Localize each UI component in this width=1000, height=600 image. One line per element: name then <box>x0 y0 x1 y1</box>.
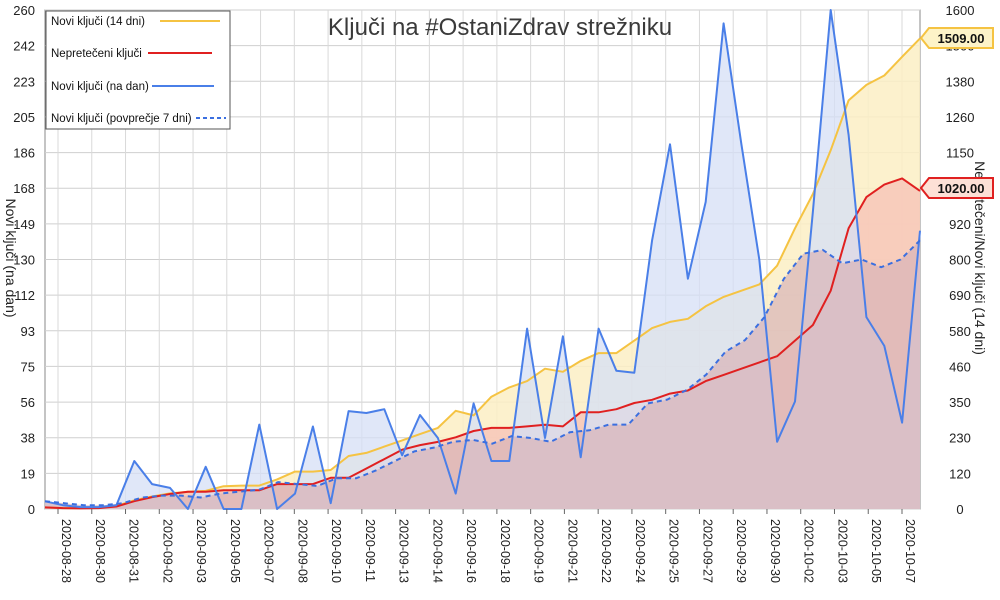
right-tick-label: 350 <box>949 395 971 410</box>
x-tick-label: 2020-09-27 <box>700 519 714 583</box>
right-tick-label: 230 <box>949 431 971 446</box>
right-tick-label: 120 <box>949 466 971 481</box>
x-tick-label: 2020-09-10 <box>329 519 343 583</box>
right-tick-label: 690 <box>949 288 971 303</box>
left-tick-label: 205 <box>13 110 35 125</box>
x-tick-label: 2020-09-13 <box>397 519 411 583</box>
legend-label-daily: Novi ključi (na dan) <box>51 81 149 93</box>
legend-label-unexpired: Nepretečeni ključi <box>51 48 142 60</box>
x-tick-label: 2020-09-05 <box>228 519 242 583</box>
legend-label-avg7: Novi ključi (povprečje 7 dni) <box>51 113 192 125</box>
left-tick-label: 112 <box>14 288 35 303</box>
right-tick-label: 1150 <box>946 146 974 161</box>
x-tick-label: 2020-09-16 <box>464 519 478 583</box>
right-tick-label: 580 <box>949 324 971 339</box>
left-tick-label: 130 <box>13 253 35 268</box>
series-line-3 <box>44 239 921 507</box>
left-tick-label: 75 <box>21 359 35 374</box>
x-tick-label: 2020-09-29 <box>734 519 748 583</box>
x-tick-label: 2020-08-28 <box>59 519 73 583</box>
x-tick-label: 2020-09-25 <box>667 519 681 583</box>
right-tick-label: 920 <box>949 217 971 232</box>
x-tick-label: 2020-09-14 <box>430 519 444 583</box>
left-tick-label: 93 <box>21 324 35 339</box>
left-tick-label: 168 <box>13 181 35 196</box>
badge-yellow-value: 1509.00 <box>938 31 985 46</box>
x-tick-label: 2020-10-05 <box>869 519 883 583</box>
right-tick-label: 460 <box>949 359 971 374</box>
x-tick-label: 2020-09-19 <box>532 519 546 583</box>
x-tick-label: 2020-10-02 <box>802 519 816 583</box>
right-tick-label: 0 <box>956 502 963 517</box>
left-tick-label: 38 <box>21 431 35 446</box>
x-tick-label: 2020-09-08 <box>295 519 309 583</box>
left-axis-ticks: 0 19 38 56 75 93 112 130 149 168 186 205 223 242 260 <box>13 3 35 517</box>
series-line-2 <box>44 9 921 510</box>
badge-red-value: 1020.00 <box>938 181 985 196</box>
badge-red: 1020.00 <box>919 177 994 199</box>
series-lines <box>44 9 921 510</box>
right-tick-label: 1600 <box>946 3 975 18</box>
left-tick-label: 19 <box>21 466 35 481</box>
series-area-3 <box>45 240 920 510</box>
badge-red-shape <box>919 177 994 199</box>
x-tick-label: 2020-09-11 <box>363 519 377 582</box>
legend: Novi ključi (14 dni) Nepretečeni ključi … <box>45 10 231 130</box>
x-tick-label: 2020-09-21 <box>565 519 579 583</box>
right-tick-label: 1380 <box>946 74 975 89</box>
badge-yellow: 1509.00 <box>919 27 994 49</box>
x-tick-label: 2020-10-03 <box>835 519 849 583</box>
x-tick-label: 2020-08-31 <box>127 519 141 583</box>
left-tick-label: 0 <box>28 502 35 517</box>
left-tick-label: 186 <box>13 146 35 161</box>
right-axis-title: Nepretečeni/Novi ključi (14 dni) <box>972 161 988 355</box>
left-axis-title: Novi ključi (na dan) <box>3 198 19 317</box>
left-tick-label: 260 <box>13 3 35 18</box>
x-tick-label: 2020-09-22 <box>599 519 613 583</box>
left-tick-label: 56 <box>21 395 35 410</box>
x-tick-label: 2020-09-07 <box>262 519 276 583</box>
left-tick-label: 149 <box>13 217 35 232</box>
x-tick-label: 2020-09-30 <box>768 519 782 583</box>
x-tick-label: 2020-09-03 <box>194 519 208 583</box>
right-axis-ticks: 0120230350460580690800920103011501260138… <box>946 3 975 517</box>
right-tick-label: 1260 <box>946 110 975 125</box>
x-tick-label: 2020-09-18 <box>498 519 512 583</box>
right-tick-label: 800 <box>949 253 971 268</box>
badge-yellow-shape <box>919 27 994 49</box>
x-tick-label: 2020-09-02 <box>160 519 174 583</box>
left-tick-label: 223 <box>13 74 35 89</box>
x-axis-ticks: 2020-08-28 2020-08-30 2020-08-31 2020-09-02… <box>57 509 917 583</box>
legend-label-new-14: Novi ključi (14 dni) <box>51 16 145 28</box>
x-tick-label: 2020-09-24 <box>633 519 647 583</box>
x-tick-label: 2020-08-30 <box>93 519 107 583</box>
x-tick-label: 2020-10-07 <box>903 519 917 583</box>
chart-title: Ključi na #OstaniZdrav strežniku <box>328 14 672 41</box>
legend-box <box>45 10 231 130</box>
left-tick-label: 242 <box>13 39 35 54</box>
